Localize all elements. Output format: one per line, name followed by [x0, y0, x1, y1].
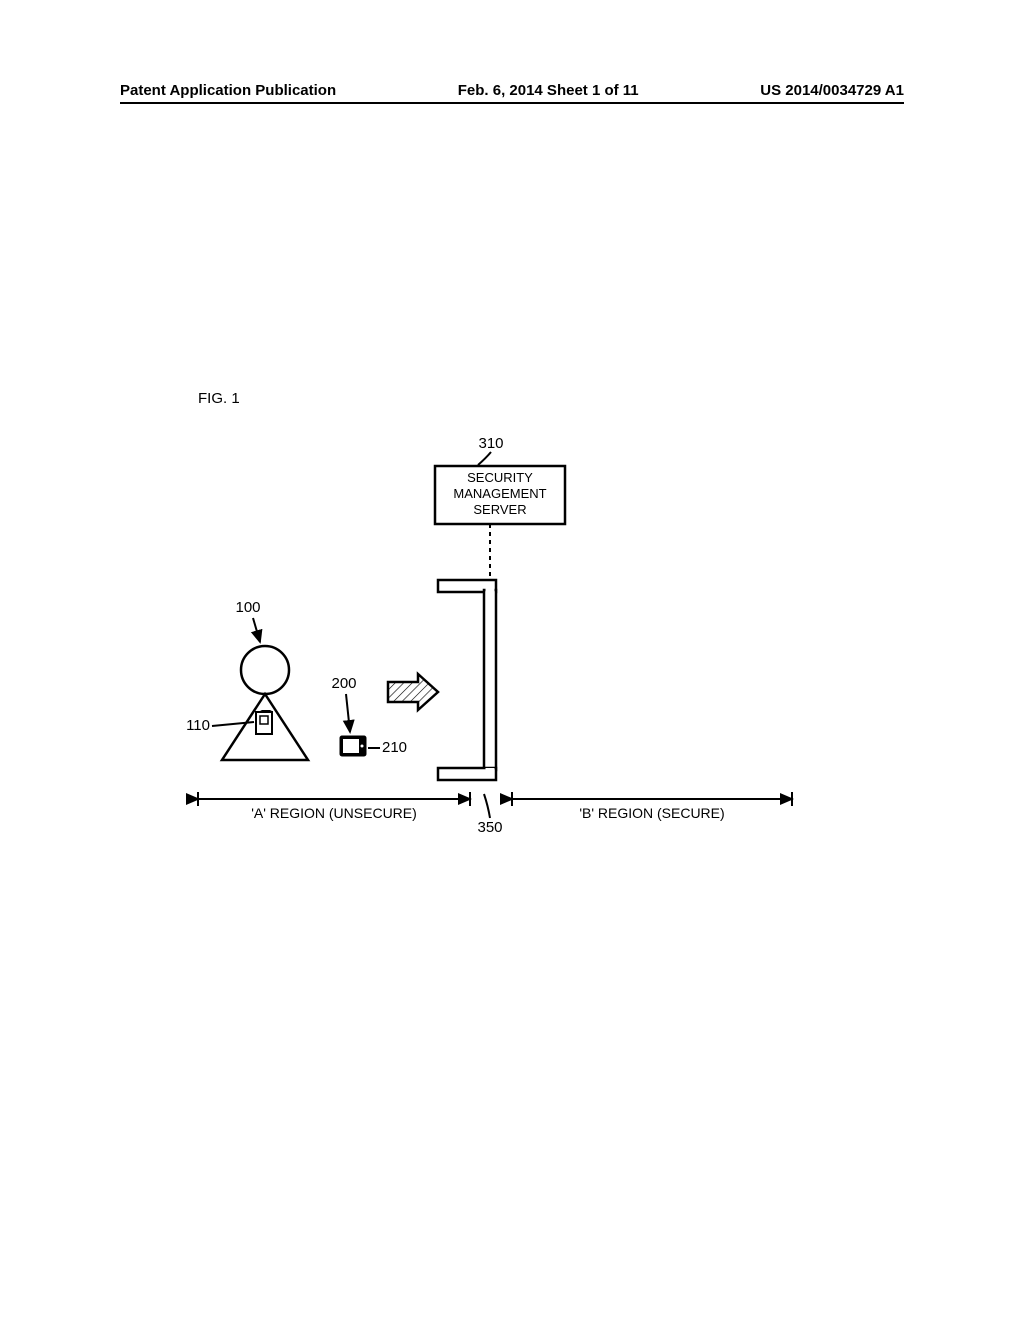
- leader-200: [346, 694, 350, 732]
- server-text1: SECURITY: [467, 470, 533, 485]
- ref-110: 110: [186, 717, 210, 734]
- leader-100: [253, 618, 260, 642]
- leader-350: [484, 794, 490, 818]
- leader-310: [478, 452, 491, 465]
- ref-210: 210: [382, 739, 407, 756]
- phone-button-icon: [361, 745, 364, 748]
- ref-350: 350: [477, 819, 502, 836]
- phone-screen-icon: [343, 739, 359, 753]
- server-text2: MANAGEMENT: [453, 486, 546, 501]
- region-b-label: 'B' REGION (SECURE): [579, 805, 724, 821]
- leader-110: [212, 722, 254, 726]
- ref-200: 200: [331, 675, 356, 692]
- region-a-label: 'A' REGION (UNSECURE): [251, 805, 417, 821]
- direction-arrow-icon: [388, 674, 438, 710]
- ref-310: 310: [478, 435, 503, 452]
- server-text3: SERVER: [473, 502, 526, 517]
- diagram: 310 SECURITY MANAGEMENT SERVER 100 110 2…: [0, 0, 1024, 1320]
- gate-vertical: [484, 590, 496, 770]
- ref-100: 100: [235, 599, 260, 616]
- person-head-icon: [241, 646, 289, 694]
